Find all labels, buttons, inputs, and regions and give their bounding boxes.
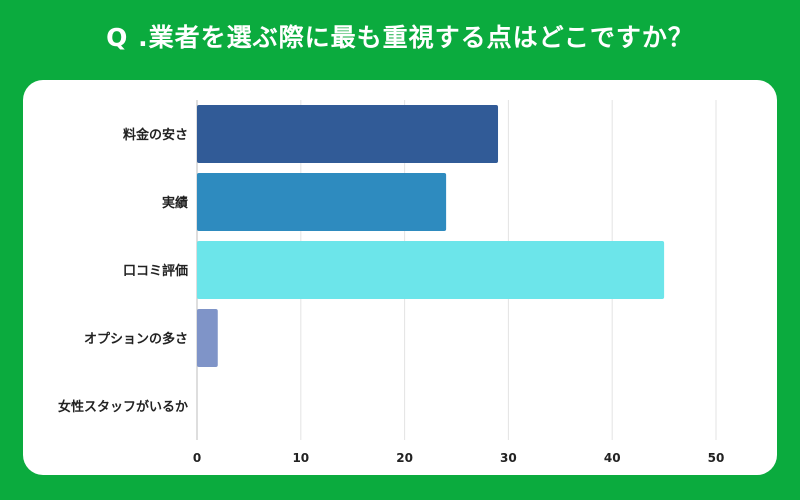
category-label: 料金の安さ <box>123 127 188 143</box>
bar <box>197 309 218 367</box>
bar <box>197 173 447 231</box>
x-tick-label: 40 <box>604 451 621 465</box>
x-tick-label: 10 <box>292 451 309 465</box>
x-tick-labels: 0 10 20 30 40 50 <box>193 451 725 465</box>
category-label: オプションの多さ <box>84 331 188 347</box>
x-tick-label: 0 <box>193 451 201 465</box>
bar <box>197 105 499 163</box>
bar <box>197 241 665 299</box>
chart-title: Q .業者を選ぶ際に最も重視する点はどこですか？ <box>106 23 694 52</box>
category-label: 女性スタッフがいるか <box>58 399 188 415</box>
bars <box>197 105 665 367</box>
category-label: 実績 <box>162 195 188 211</box>
x-tick-label: 50 <box>708 451 725 465</box>
x-tick-label: 30 <box>500 451 517 465</box>
category-label: 口コミ評価 <box>123 263 188 279</box>
x-tick-label: 20 <box>396 451 413 465</box>
